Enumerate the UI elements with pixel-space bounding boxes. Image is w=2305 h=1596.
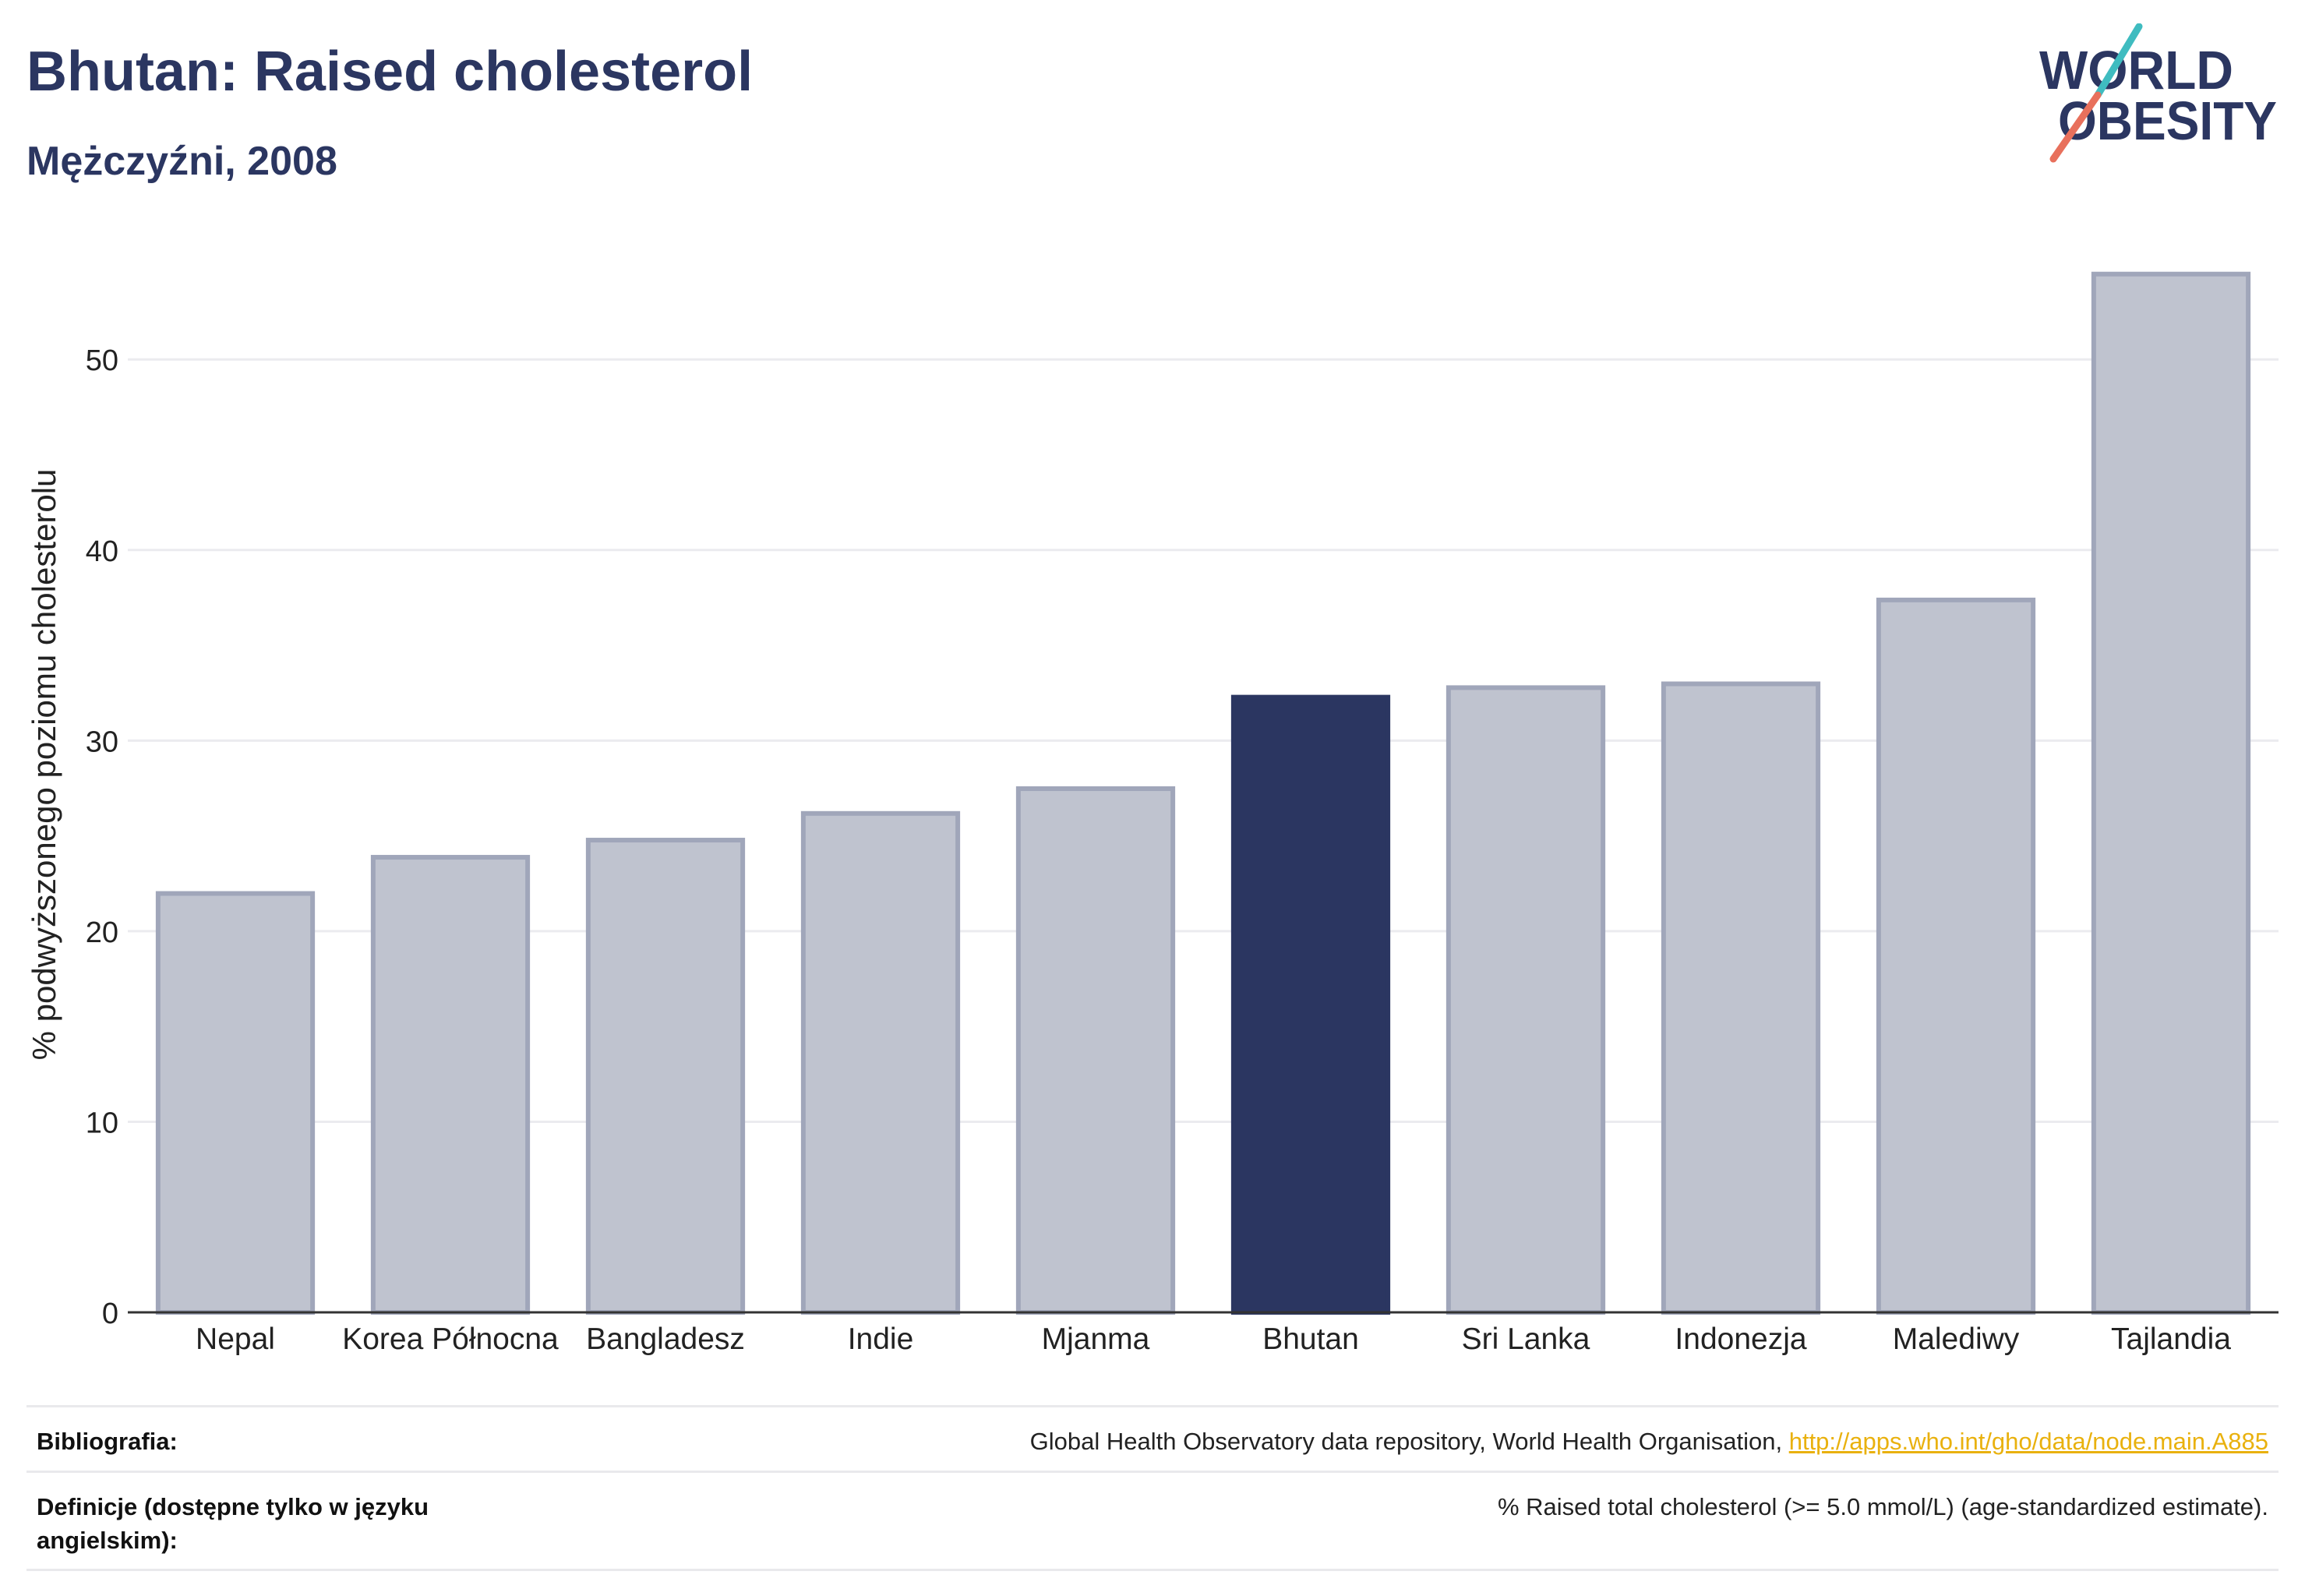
- footer-divider: [26, 1405, 2279, 1407]
- bar-indie: [800, 810, 961, 1315]
- bibliography-label: Bibliografia:: [37, 1428, 178, 1455]
- x-tick-label: Mjanma: [1042, 1322, 1150, 1356]
- y-tick-label: 20: [86, 916, 118, 949]
- x-tick-label: Indonezja: [1675, 1322, 1806, 1356]
- y-tick-label: 30: [86, 726, 118, 758]
- bar-tajlandia: [2091, 271, 2251, 1315]
- bars: [155, 271, 2251, 1315]
- bar-korea-polnocna: [370, 855, 531, 1315]
- x-tick-label: Tajlandia: [2111, 1322, 2231, 1356]
- bar-bangladesz: [585, 838, 746, 1315]
- bar-indonezja: [1661, 681, 1821, 1315]
- bibliography-source: Global Health Observatory data repositor…: [1029, 1428, 1789, 1455]
- chart-subtitle: Mężczyźni, 2008: [26, 139, 337, 184]
- y-tick-label: 0: [102, 1298, 118, 1330]
- bar-sri-lanka: [1445, 685, 1606, 1315]
- definitions-label: Definicje (dostępne tylko w języku angie…: [37, 1493, 429, 1554]
- x-tick-label: Malediwy: [1893, 1322, 2020, 1356]
- bibliography-text: Global Health Observatory data repositor…: [1030, 1426, 2268, 1457]
- bar-bhutan: [1230, 694, 1391, 1315]
- y-tick-label: 50: [86, 344, 118, 377]
- source-link[interactable]: http://apps.who.int/gho/data/node.main.A…: [1788, 1428, 2268, 1455]
- definitions-text: % Raised total cholesterol (>= 5.0 mmol/…: [1497, 1493, 2268, 1520]
- x-tick-label: Indie: [848, 1322, 914, 1356]
- footer-divider: [26, 1471, 2279, 1473]
- chart-title: Bhutan: Raised cholesterol: [26, 41, 754, 103]
- y-tick-label: 10: [86, 1107, 118, 1139]
- logo-slash-coral: [2049, 91, 2102, 163]
- y-tick-label: 40: [86, 535, 118, 568]
- x-tick-label: Bangladesz: [586, 1322, 745, 1356]
- bar-mjanma: [1015, 786, 1176, 1315]
- bar-nepal: [155, 891, 316, 1315]
- x-tick-label: Nepal: [196, 1322, 275, 1356]
- footer-divider: [26, 1569, 2279, 1571]
- logo-slash-teal: [2094, 23, 2143, 99]
- logo-word-world: WORLD: [2039, 40, 2233, 101]
- world-obesity-logo: WORLD OBESITY: [2039, 23, 2277, 163]
- x-tick-label: Sri Lanka: [1462, 1322, 1590, 1356]
- y-axis-label: % podwyższonego poziomu cholesterolu: [26, 469, 62, 1061]
- x-tick-label: Korea Północna: [342, 1322, 559, 1356]
- x-tick-label: Bhutan: [1262, 1322, 1359, 1356]
- bar-malediwy: [1876, 597, 2036, 1315]
- bar-chart: 0 10 20 30 40 50 Nepal Korea Północna Bangladesz…: [26, 271, 2279, 1356]
